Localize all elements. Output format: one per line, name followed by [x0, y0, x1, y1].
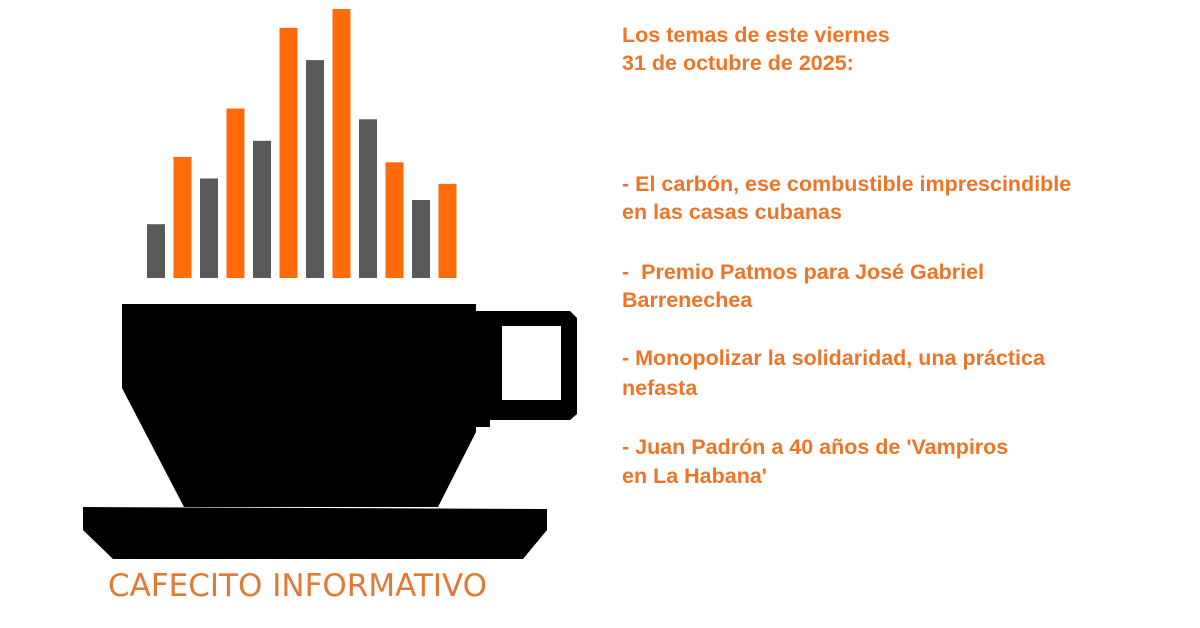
steam-bar-gray — [306, 60, 324, 278]
heading-line-1: Los temas de este viernes — [622, 23, 890, 47]
topic-2-line-2: Barrenechea — [622, 288, 753, 312]
topic-4-line-1: - Juan Padrón a 40 años de 'Vampiros — [622, 435, 1009, 459]
topic-3-line-1: - Monopolizar la solidaridad, una prácti… — [622, 346, 1045, 370]
steam-bar-orange — [438, 183, 457, 278]
saucer-icon — [83, 507, 547, 559]
steam-bar-orange — [385, 162, 404, 278]
topic-1-line-2: en las casas cubanas — [622, 200, 842, 224]
coffee-cup-icon — [122, 304, 577, 507]
coffee-cup-logo — [83, 9, 577, 559]
steam-bar-gray — [253, 140, 271, 278]
steam-bar-gray — [412, 199, 430, 278]
topic-3-line-2: nefasta — [622, 376, 698, 400]
topic-1-line-1: - El carbón, ese combustible imprescindi… — [622, 172, 1072, 196]
steam-bar-gray — [200, 178, 218, 278]
steam-bar-orange — [279, 27, 298, 278]
steam-bar-orange — [332, 9, 351, 278]
steam-bar-orange — [173, 156, 192, 278]
topic-2-line-1: - Premio Patmos para José Gabriel — [622, 260, 985, 284]
steam-bar-orange — [226, 108, 245, 278]
brand-name: CAFECITO INFORMATIVO — [108, 568, 488, 604]
steam-bar-gray — [147, 224, 165, 278]
steam-bars — [147, 9, 457, 278]
heading-line-2: 31 de octubre de 2025: — [622, 51, 854, 75]
steam-bar-gray — [359, 119, 377, 278]
topic-4-line-2: en La Habana' — [622, 464, 767, 488]
